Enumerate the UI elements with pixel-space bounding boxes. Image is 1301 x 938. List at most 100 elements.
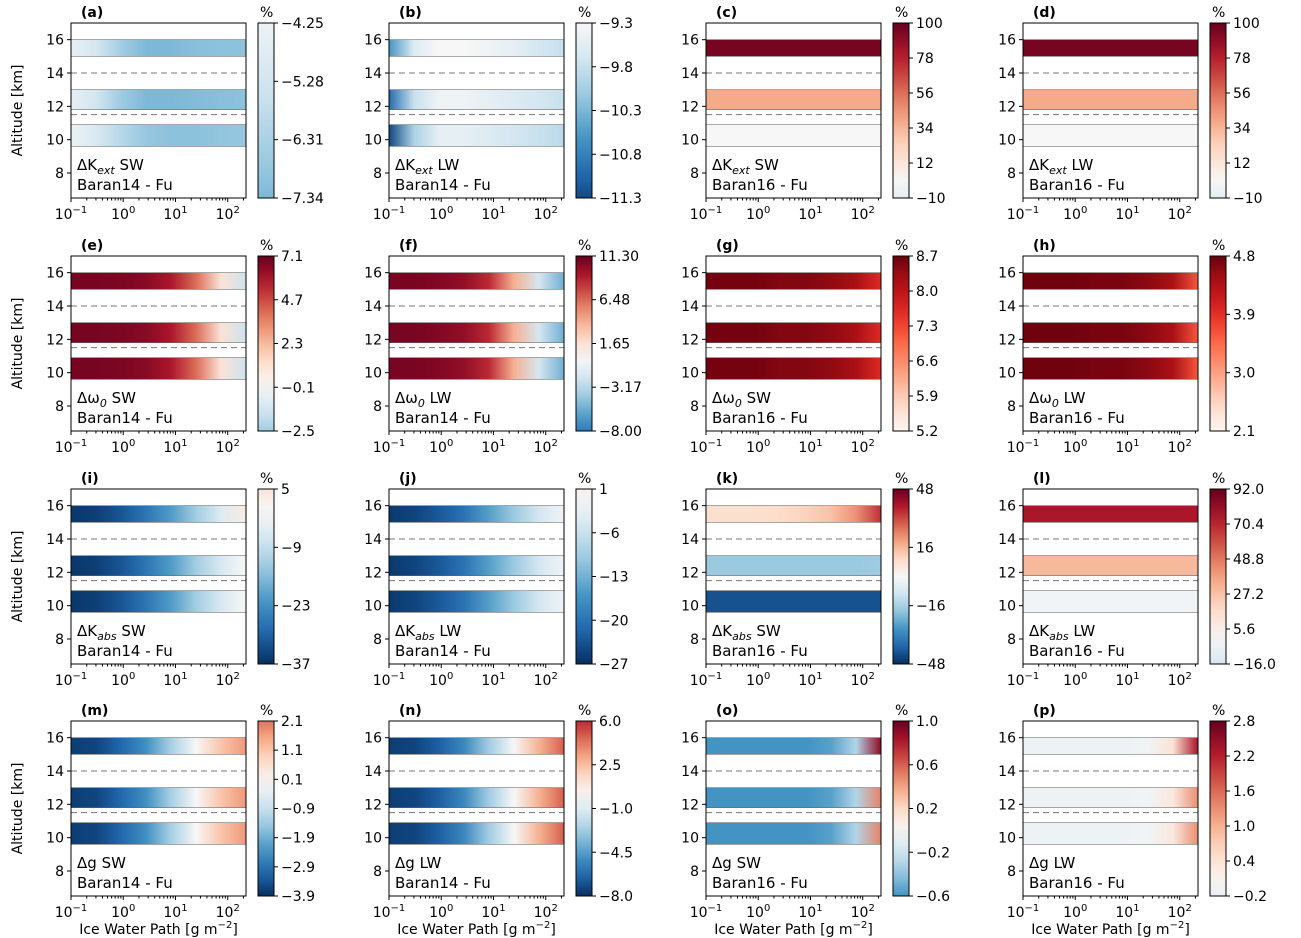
colorbar-tick-label: 100 — [916, 16, 943, 32]
quantity-symbol: ΔK — [1029, 622, 1050, 640]
x-tick-base: 10 — [481, 440, 499, 456]
y-tick-label: 16 — [681, 33, 699, 49]
colorbar-tick-label: 2.2 — [1233, 749, 1255, 765]
colorbar-unit: % — [1212, 471, 1225, 487]
panel-model-label: Baran16 - Fu — [712, 642, 808, 660]
x-tick-label: 102 — [216, 438, 240, 456]
heatmap-layer-band — [1022, 322, 1199, 343]
y-tick-label: 12 — [998, 565, 1016, 581]
x-tick-base: 10 — [373, 905, 391, 921]
quantity-subscript: 0 — [1052, 397, 1059, 410]
colorbar-tick-label: 92.0 — [1233, 482, 1264, 498]
colorbar-tick-label: −20 — [599, 613, 629, 629]
colorbar-tick-label: 16 — [916, 540, 934, 556]
heatmap-layer-band — [705, 124, 882, 147]
x-tick-exponent: −1 — [73, 438, 88, 449]
x-tick-label: 10−1 — [1007, 438, 1040, 456]
x-tick-base: 10 — [534, 905, 552, 921]
y-tick-label: 12 — [998, 99, 1016, 115]
y-tick-label: 10 — [998, 831, 1016, 847]
x-tick-exponent: 0 — [447, 438, 453, 449]
colorbar-unit: % — [1212, 238, 1225, 254]
x-tick-exponent: 2 — [1185, 671, 1191, 682]
x-tick-exponent: 1 — [499, 671, 505, 682]
colorbar-tick-label: −0.9 — [281, 802, 315, 818]
x-tick-label: 10−1 — [373, 903, 406, 921]
quantity-symbol: ΔK — [395, 622, 416, 640]
y-tick-label: 14 — [681, 532, 699, 548]
x-tick-base: 10 — [690, 207, 708, 223]
colorbar — [892, 22, 910, 199]
colorbar-tick-label: 1.65 — [599, 337, 630, 353]
x-tick-label: 100 — [1063, 205, 1087, 223]
y-tick-label: 10 — [364, 599, 382, 615]
heatmap-layer-band — [705, 787, 882, 808]
colorbar-unit: % — [895, 238, 908, 254]
x-tick-exponent: 2 — [1185, 205, 1191, 216]
panel-model-label: Baran14 - Fu — [77, 642, 173, 660]
axes-frame — [388, 720, 565, 897]
y-tick-label: 12 — [46, 332, 64, 348]
axes-frame — [70, 720, 247, 897]
colorbar-tick-label: −11.3 — [599, 191, 642, 207]
quantity-mode: LW — [435, 622, 462, 640]
x-tick-base: 10 — [746, 673, 764, 689]
axes-frame — [705, 720, 882, 897]
quantity-subscript: ext — [415, 164, 433, 177]
quantity-symbol: Δg — [77, 854, 97, 872]
panel-quantity-label: ΔKabs LW — [1029, 622, 1095, 643]
colorbar-tick-label: 6.0 — [599, 714, 621, 730]
x-tick-exponent: 1 — [499, 438, 505, 449]
colorbar-tick-label: 5.6 — [1233, 622, 1255, 638]
axes-frame — [1022, 255, 1199, 432]
y-tick-label: 16 — [998, 266, 1016, 282]
x-tick-label: 102 — [851, 671, 875, 689]
colorbar-unit: % — [1212, 703, 1225, 719]
colorbar-tick-label: −1.0 — [599, 802, 633, 818]
x-tick-exponent: 2 — [233, 671, 239, 682]
y-tick-label: 8 — [373, 864, 382, 880]
y-axis-label: Altitude [km] — [10, 65, 26, 157]
x-tick-exponent: −1 — [391, 671, 406, 682]
x-axis-label-text: Ice Water Path [g m — [79, 922, 217, 938]
x-tick-exponent: 1 — [816, 438, 822, 449]
panel-letter: (p) — [1033, 703, 1056, 719]
x-tick-base: 10 — [429, 905, 447, 921]
colorbar-tick-label: 2.3 — [281, 337, 303, 353]
x-tick-exponent: 0 — [1081, 903, 1087, 914]
y-tick-label: 12 — [46, 797, 64, 813]
x-tick-label: 101 — [163, 903, 187, 921]
colorbar — [1209, 488, 1227, 665]
x-tick-base: 10 — [746, 207, 764, 223]
axes-frame — [388, 255, 565, 432]
y-tick-label: 14 — [681, 66, 699, 82]
quantity-mode: LW — [415, 854, 442, 872]
colorbar-tick-label: −0.2 — [916, 845, 950, 861]
colorbar-tick-label: −4.25 — [281, 16, 324, 32]
x-tick-exponent: −1 — [1025, 205, 1040, 216]
x-tick-base: 10 — [163, 905, 181, 921]
colorbar-tick-label: −3.9 — [281, 889, 315, 905]
colorbar-tick-label: 0.1 — [281, 772, 303, 788]
x-tick-exponent: 2 — [1185, 438, 1191, 449]
y-tick-label: 10 — [681, 831, 699, 847]
x-tick-exponent: 2 — [551, 671, 557, 682]
colorbar-tick-label: 0.4 — [1233, 854, 1255, 870]
x-tick-label: 100 — [746, 671, 770, 689]
y-tick-label: 14 — [46, 66, 64, 82]
x-tick-label: 102 — [851, 903, 875, 921]
y-tick-label: 8 — [690, 399, 699, 415]
colorbar-unit: % — [578, 471, 591, 487]
heatmap-layer-band — [70, 272, 247, 290]
heatmap-layer-band — [1022, 272, 1199, 290]
quantity-symbol: Δω — [395, 389, 418, 407]
quantity-symbol: Δg — [1029, 854, 1049, 872]
colorbar-tick-label: −9.8 — [599, 60, 633, 76]
y-tick-label: 14 — [46, 299, 64, 315]
